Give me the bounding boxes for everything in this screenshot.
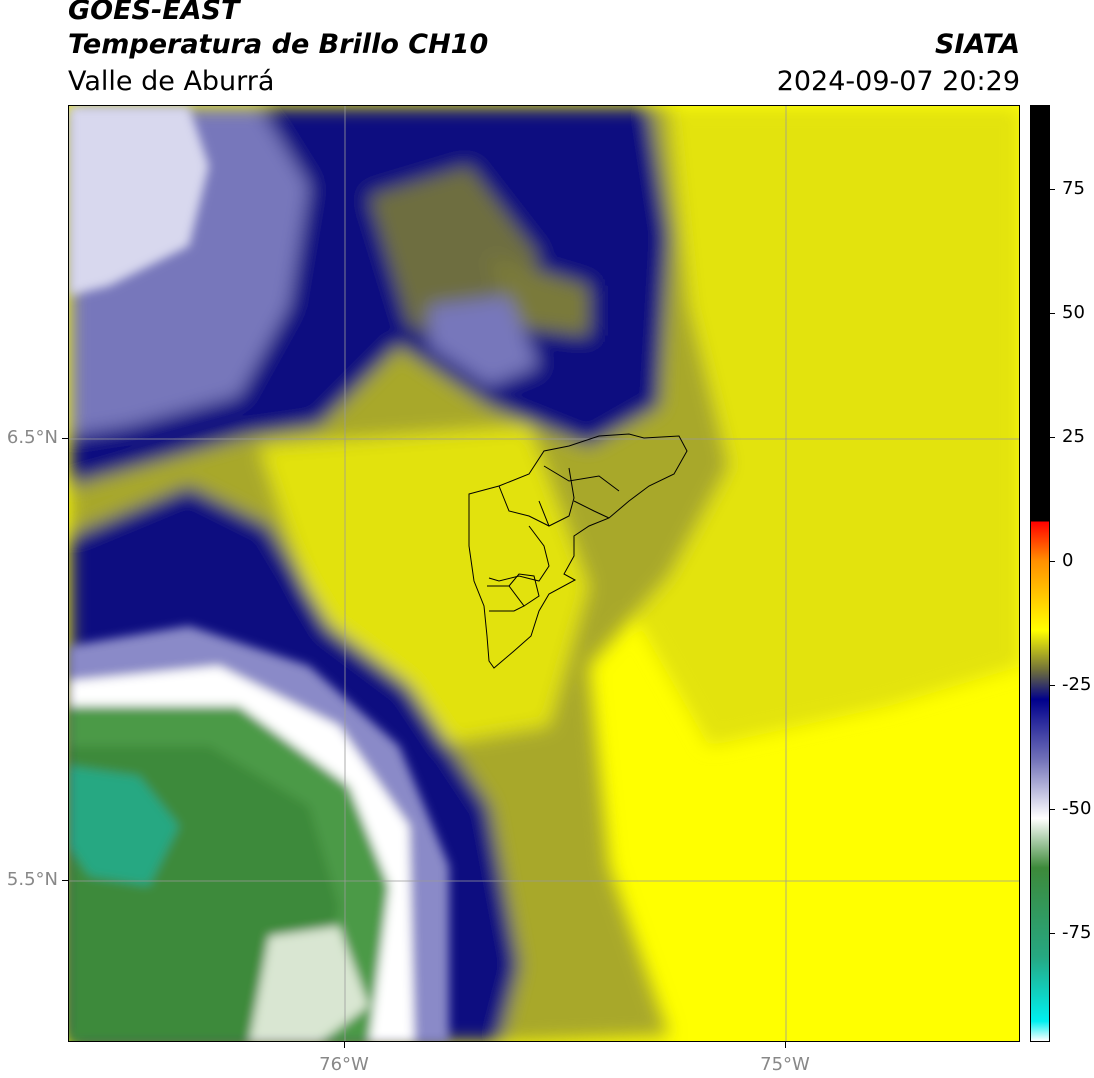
lat-label-5-5: 5.5°N — [6, 869, 58, 890]
colorbar-tick — [1050, 189, 1055, 191]
colorbar-tick-label: -25 — [1062, 674, 1092, 696]
temperature-colorbar — [1030, 105, 1050, 1042]
title-product: Temperatura de Brillo CH10 — [68, 29, 489, 60]
subtitle-region: Valle de Aburrá — [68, 66, 275, 97]
colorbar-tick-label: 75 — [1062, 178, 1085, 200]
lat-tick-5-5 — [62, 880, 68, 881]
map-field — [69, 106, 1019, 1041]
lon-tick-76w — [344, 1042, 345, 1048]
lat-label-6-5: 6.5°N — [6, 427, 58, 448]
colorbar-tick-label: 50 — [1062, 302, 1085, 324]
colorbar-tick — [1050, 561, 1055, 563]
lat-tick-6-5 — [62, 438, 68, 439]
colorbar-tick — [1050, 808, 1055, 810]
colorbar-tick-label: -75 — [1062, 921, 1092, 943]
colorbar-tick — [1050, 932, 1055, 934]
colorbar-tick — [1050, 313, 1055, 315]
colorbar-tick-label: 0 — [1062, 550, 1074, 572]
timestamp: 2024-09-07 20:29 — [776, 66, 1020, 97]
colorbar-tick — [1050, 685, 1055, 687]
colorbar-tick — [1050, 437, 1055, 439]
gridlines — [69, 106, 1019, 1041]
municipal-boundaries — [468, 433, 688, 669]
title-satellite: GOES-EAST — [68, 0, 240, 26]
lon-label-76w: 76°W — [319, 1054, 369, 1075]
lon-label-75w: 75°W — [760, 1054, 810, 1075]
colorbar-tick-label: 25 — [1062, 426, 1085, 448]
brightness-temperature-map[interactable] — [68, 105, 1020, 1042]
lon-tick-75w — [785, 1042, 786, 1048]
brand-label: SIATA — [934, 29, 1020, 60]
colorbar-tick-label: -50 — [1062, 797, 1092, 819]
